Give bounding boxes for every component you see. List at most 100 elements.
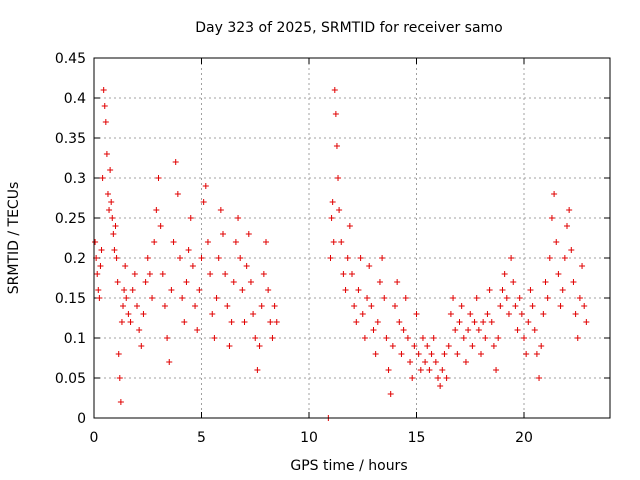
- data-point: [467, 311, 474, 317]
- x-axis-label: GPS time / hours: [290, 458, 407, 474]
- data-point: [428, 351, 435, 357]
- data-point: [551, 191, 558, 197]
- data-point: [100, 87, 107, 93]
- data-point: [456, 319, 463, 325]
- y-tick-label: 0: [77, 411, 86, 427]
- y-tick-label: 0.4: [64, 91, 86, 107]
- data-point: [263, 239, 269, 245]
- data-point: [538, 343, 545, 349]
- data-point: [493, 367, 500, 373]
- data-point: [115, 351, 122, 357]
- data-point: [579, 263, 586, 269]
- data-point: [101, 103, 108, 109]
- data-point: [398, 351, 405, 357]
- data-point: [168, 287, 175, 293]
- data-point: [144, 255, 151, 261]
- grid: [94, 58, 610, 418]
- data-point: [189, 263, 196, 269]
- data-point: [475, 327, 482, 333]
- data-point: [226, 343, 233, 349]
- data-point: [235, 215, 242, 221]
- data-point: [196, 287, 203, 293]
- data-point: [239, 287, 246, 293]
- data-point: [581, 303, 588, 309]
- data-point: [172, 159, 179, 165]
- data-point: [501, 271, 508, 277]
- data-point: [230, 279, 237, 285]
- data-point: [127, 319, 134, 325]
- data-point: [332, 111, 339, 117]
- data-point: [250, 311, 257, 317]
- x-tick-label: 20: [515, 430, 533, 446]
- data-point: [336, 207, 343, 213]
- data-point: [465, 327, 472, 333]
- y-tick-label: 0.15: [55, 291, 86, 307]
- data-point: [111, 247, 118, 253]
- data-point: [413, 311, 420, 317]
- data-point: [202, 183, 209, 189]
- data-point: [392, 303, 398, 309]
- data-point: [385, 367, 392, 373]
- data-point: [480, 319, 487, 325]
- data-point: [331, 87, 338, 93]
- data-point: [122, 263, 129, 269]
- data-point: [131, 271, 138, 277]
- data-point: [330, 239, 337, 245]
- data-point: [109, 215, 116, 221]
- data-point: [533, 351, 540, 357]
- data-point: [151, 239, 158, 245]
- data-point: [342, 287, 349, 293]
- data-point: [351, 303, 358, 309]
- data-point: [120, 303, 127, 309]
- data-point: [419, 335, 426, 341]
- data-point: [417, 367, 424, 373]
- data-point: [458, 303, 465, 309]
- data-point: [108, 199, 115, 205]
- data-point: [185, 247, 192, 253]
- data-point: [361, 335, 368, 341]
- y-tick-label: 0.05: [55, 371, 86, 387]
- data-point: [213, 295, 220, 301]
- data-point: [544, 295, 551, 301]
- data-point: [368, 303, 375, 309]
- data-point: [177, 255, 183, 261]
- y-axis-label: SRMTID / TECUs: [6, 182, 22, 295]
- data-point: [447, 311, 454, 317]
- data-point: [271, 303, 278, 309]
- data-point: [357, 255, 364, 261]
- data-point: [209, 311, 216, 317]
- data-point: [204, 239, 211, 245]
- data-point: [136, 327, 143, 333]
- data-point: [557, 303, 564, 309]
- data-point: [335, 175, 342, 181]
- data-point: [245, 231, 252, 237]
- data-point: [379, 255, 386, 261]
- data-point: [97, 263, 104, 269]
- data-point: [260, 271, 267, 277]
- data-point: [576, 295, 583, 301]
- data-point: [441, 351, 448, 357]
- data-point: [486, 287, 493, 293]
- y-tick-label: 0.45: [55, 51, 86, 67]
- data-point: [125, 311, 132, 317]
- data-point: [376, 279, 383, 285]
- data-point: [478, 351, 484, 357]
- data-point: [400, 327, 407, 333]
- data-point: [374, 319, 381, 325]
- data-point: [179, 295, 186, 301]
- data-point: [450, 295, 457, 301]
- y-tick-label: 0.35: [55, 131, 86, 147]
- data-point: [267, 319, 274, 325]
- data-point: [439, 367, 446, 373]
- data-point: [258, 303, 265, 309]
- data-point: [353, 319, 360, 325]
- data-point: [561, 255, 568, 261]
- data-point: [422, 359, 429, 365]
- data-point: [553, 239, 560, 245]
- data-point: [568, 247, 575, 253]
- data-point: [516, 295, 523, 301]
- data-point: [95, 287, 102, 293]
- data-point: [499, 287, 506, 293]
- data-point: [329, 199, 336, 205]
- data-point: [161, 303, 168, 309]
